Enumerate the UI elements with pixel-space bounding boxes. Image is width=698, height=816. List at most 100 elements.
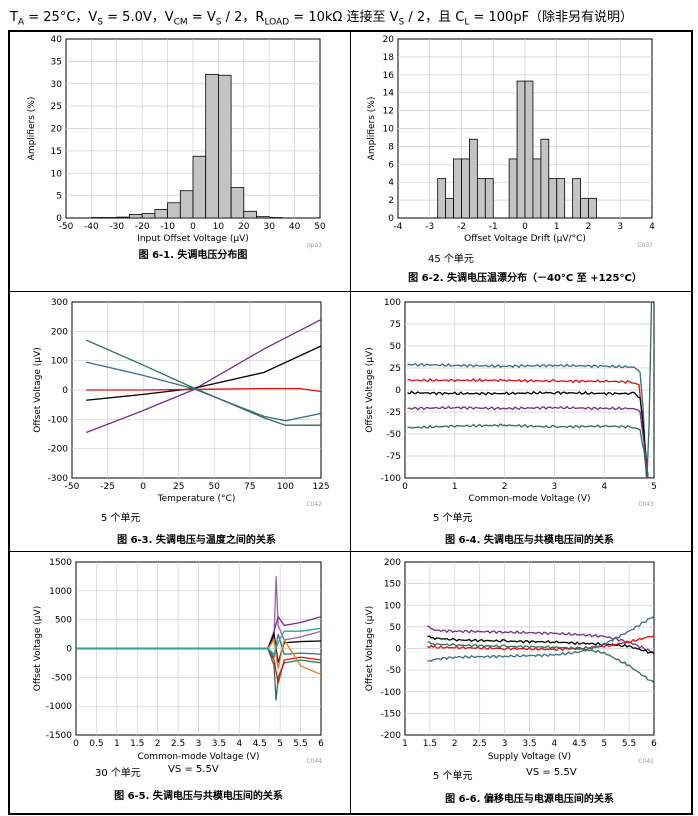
x-tick-label: 3 — [617, 222, 623, 232]
y-tick-label: 16 — [383, 71, 395, 81]
x-tick-label: -30 — [109, 222, 124, 232]
y-tick-label: 25 — [390, 364, 401, 374]
y-tick-label: 35 — [51, 57, 62, 67]
histogram-bar — [179, 190, 194, 219]
series-line — [407, 390, 649, 479]
histogram-bar — [540, 138, 550, 219]
x-tick-label: -25 — [100, 482, 115, 492]
y-tick-label: 20 — [51, 125, 63, 135]
y-tick-label: -100 — [381, 474, 402, 484]
x-axis-label: Input Offset Voltage (µV) — [137, 234, 249, 244]
x-tick-label: 4 — [649, 222, 655, 232]
x-tick-label: 2.5 — [473, 739, 487, 749]
histogram-bar — [154, 209, 168, 219]
x-tick-label: -40 — [84, 222, 99, 232]
histogram-bar — [572, 178, 581, 219]
y-tick-label: 8 — [388, 142, 394, 152]
x-tick-label: 2 — [452, 739, 458, 749]
x-tick-label: 125 — [312, 482, 329, 492]
chart-fig66: 1 1.5 2 2.5 3 3.5 4 4.5 5 5.5 6 -200 -150 -100 -50 0 50 1… — [365, 558, 657, 765]
x-tick-label: 0 — [522, 222, 528, 232]
figure-code: C043 — [638, 501, 654, 508]
y-tick-label: -100 — [48, 415, 69, 425]
figure-caption: 图 6-4. 失调电压与共模电压间的关系 — [445, 535, 614, 546]
y-tick-label: 1000 — [49, 587, 72, 597]
histogram-bar — [453, 158, 462, 219]
histogram-bar — [516, 80, 526, 219]
figure-note: 5 个单元 — [433, 513, 473, 524]
figure-code: C044 — [306, 758, 322, 765]
x-tick-label: 4 — [236, 739, 242, 749]
chart-fig61: -50 -40 -30 -20 -10 0 10 20 30 40 50 0 5 10 15 20 25 30 35… — [27, 35, 326, 249]
histogram-bar — [167, 202, 181, 219]
figure-caption: 图 6-5. 失调电压与共模电压间的关系 — [114, 791, 283, 802]
x-tick-label: 50 — [314, 222, 326, 232]
x-tick-label: 100 — [277, 482, 294, 492]
x-tick-label: 2 — [586, 222, 592, 232]
y-tick-label: 40 — [51, 35, 63, 45]
y-tick-label: 14 — [383, 89, 395, 99]
x-tick-label: 2 — [502, 482, 508, 492]
figure-caption: 图 6-3. 失调电压与温度之间的关系 — [117, 535, 276, 546]
figure-note: 5 个单元 — [101, 513, 141, 524]
x-axis-label: Common-mode Voltage (V) — [138, 752, 260, 762]
x-tick-label: 6 — [318, 739, 324, 749]
y-tick-label: -300 — [48, 474, 69, 484]
x-tick-label: 20 — [238, 222, 250, 232]
figure-code: C041 — [638, 758, 654, 765]
x-tick-label: 5 — [651, 482, 657, 492]
histogram-bar — [484, 178, 494, 219]
x-tick-label: 1 — [402, 739, 408, 749]
chart-fig65: 0 0.5 1 1.5 2 2.5 3 3.5 4 4.5 5 5.5 6 -1500 -1000 -500 0… — [33, 558, 324, 765]
y-tick-label: -1000 — [46, 702, 72, 712]
y-tick-label: 200 — [384, 558, 401, 568]
x-tick-label: 1 — [452, 482, 458, 492]
x-tick-label: 40 — [289, 222, 301, 232]
y-tick-label: 20 — [383, 35, 395, 45]
y-tick-label: 0 — [395, 645, 401, 655]
y-tick-label: 2 — [388, 196, 394, 206]
x-tick-label: 5 — [277, 739, 283, 749]
y-axis-label: Offset Voltage (µV) — [365, 347, 375, 432]
figure-note: 30 个单元 — [95, 768, 141, 779]
x-tick-label: 5.5 — [622, 739, 636, 749]
x-tick-label: 75 — [244, 482, 255, 492]
y-tick-label: -150 — [381, 709, 402, 719]
y-tick-label: -75 — [386, 452, 401, 462]
histogram-bar — [192, 155, 207, 219]
histogram-bar — [230, 187, 245, 219]
x-tick-label: 30 — [263, 222, 275, 232]
y-tick-label: -1500 — [46, 731, 72, 741]
x-axis-label: Common-mode Voltage (V) — [469, 494, 591, 504]
y-tick-label: 25 — [51, 102, 62, 112]
figure-code: C037 — [637, 242, 653, 249]
series-line — [407, 378, 648, 479]
series-line — [76, 627, 322, 656]
histogram-bar — [243, 210, 257, 219]
y-tick-label: 18 — [383, 53, 395, 63]
x-tick-label: 1.5 — [423, 739, 437, 749]
y-tick-label: -25 — [386, 408, 401, 418]
x-tick-label: 3 — [196, 739, 202, 749]
x-tick-label: 4.5 — [253, 739, 267, 749]
y-tick-label: 150 — [384, 580, 401, 590]
x-tick-label: 5 — [601, 739, 607, 749]
series-line — [86, 387, 322, 393]
x-tick-label: 6 — [651, 739, 657, 749]
histogram-bar — [217, 74, 232, 219]
histogram-bar — [205, 73, 219, 219]
y-tick-label: 4 — [388, 178, 394, 188]
x-tick-label: 0 — [73, 739, 79, 749]
y-tick-label: 30 — [51, 80, 63, 90]
histogram-bar — [256, 216, 270, 219]
figure-caption: 图 6-1. 失调电压分布图 — [138, 250, 248, 261]
figure-note-supply: VS = 5.5V — [526, 767, 577, 778]
histogram-bar — [469, 138, 478, 219]
histogram-bar — [461, 158, 470, 219]
y-tick-label: -50 — [386, 666, 401, 676]
x-tick-label: 5.5 — [293, 739, 307, 749]
x-tick-label: 10 — [213, 222, 225, 232]
y-tick-label: -100 — [381, 688, 402, 698]
x-tick-label: 3.5 — [522, 739, 536, 749]
